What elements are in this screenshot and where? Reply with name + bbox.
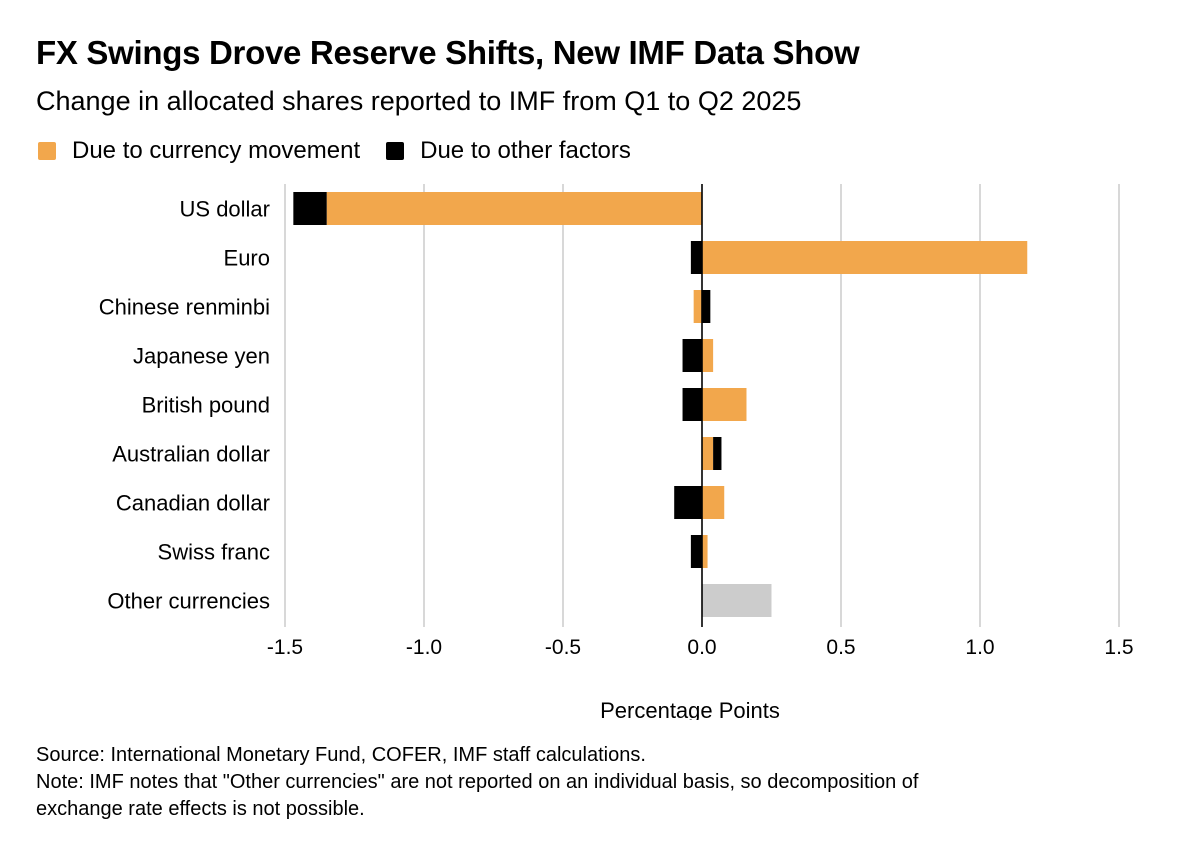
- source-note: Source: International Monetary Fund, COF…: [36, 742, 1156, 823]
- x-tick-label: -0.5: [545, 636, 581, 659]
- x-tick-label: 1.5: [1104, 636, 1133, 659]
- bar-other: [293, 192, 327, 225]
- category-label: Canadian dollar: [116, 491, 270, 516]
- bar-currency: [693, 290, 702, 323]
- bar-other: [713, 437, 722, 470]
- legend-swatch-currency: [38, 142, 56, 160]
- bar-other: [702, 290, 711, 323]
- bar-currency: [702, 535, 708, 568]
- legend-swatch-other: [386, 142, 405, 160]
- x-tick-label: -1.0: [406, 636, 442, 659]
- bar-other: [690, 535, 702, 568]
- x-tick-label: 0.0: [687, 636, 716, 659]
- category-labels: US dollar Euro Chinese renminbi Japanese ye…: [99, 197, 270, 614]
- bars: [293, 192, 1028, 617]
- legend-item-currency: Due to currency movement: [38, 137, 360, 165]
- bar-currency: [702, 339, 714, 372]
- x-axis-label: Percentage Points: [600, 698, 780, 720]
- legend-item-other: Due to other factors: [386, 137, 631, 165]
- bar-currency: [326, 192, 702, 225]
- note-text-line-2: exchange rate effects is not possible.: [36, 798, 365, 820]
- chart-title: FX Swings Drove Reserve Shifts, New IMF …: [36, 34, 860, 71]
- bar-chart: US dollar Euro Chinese renminbi Japanese ye…: [99, 184, 1134, 720]
- bar-other: [682, 388, 702, 421]
- category-label: Other currencies: [107, 589, 270, 614]
- category-label: US dollar: [180, 197, 270, 222]
- legend-label-currency: Due to currency movement: [72, 137, 361, 164]
- bar-currency: [702, 437, 714, 470]
- chart-subtitle: Change in allocated shares reported to I…: [36, 86, 802, 116]
- x-tick-label: 0.5: [826, 636, 855, 659]
- bar-currency: [702, 241, 1028, 274]
- category-label: Euro: [224, 246, 270, 271]
- bar-currency: [702, 486, 725, 519]
- category-label: Swiss franc: [158, 540, 270, 565]
- x-tick-label: -1.5: [267, 636, 303, 659]
- bar-other: [682, 339, 702, 372]
- category-label: Australian dollar: [112, 442, 270, 467]
- x-tick-labels: -1.5 -1.0 -0.5 0.0 0.5 1.0 1.5: [267, 636, 1134, 659]
- category-label: Chinese renminbi: [99, 295, 270, 320]
- note-text-line-1: Note: IMF notes that "Other currencies" …: [36, 771, 919, 793]
- legend-label-other: Due to other factors: [420, 137, 631, 164]
- category-label: Japanese yen: [133, 344, 270, 369]
- bar-residual: [702, 584, 772, 617]
- category-label: British pound: [142, 393, 270, 418]
- x-tick-label: 1.0: [965, 636, 994, 659]
- legend: Due to currency movement Due to other fa…: [38, 136, 657, 166]
- bar-currency: [702, 388, 747, 421]
- bar-other: [690, 241, 702, 274]
- bar-other: [674, 486, 702, 519]
- source-text: Source: International Monetary Fund, COF…: [36, 744, 646, 766]
